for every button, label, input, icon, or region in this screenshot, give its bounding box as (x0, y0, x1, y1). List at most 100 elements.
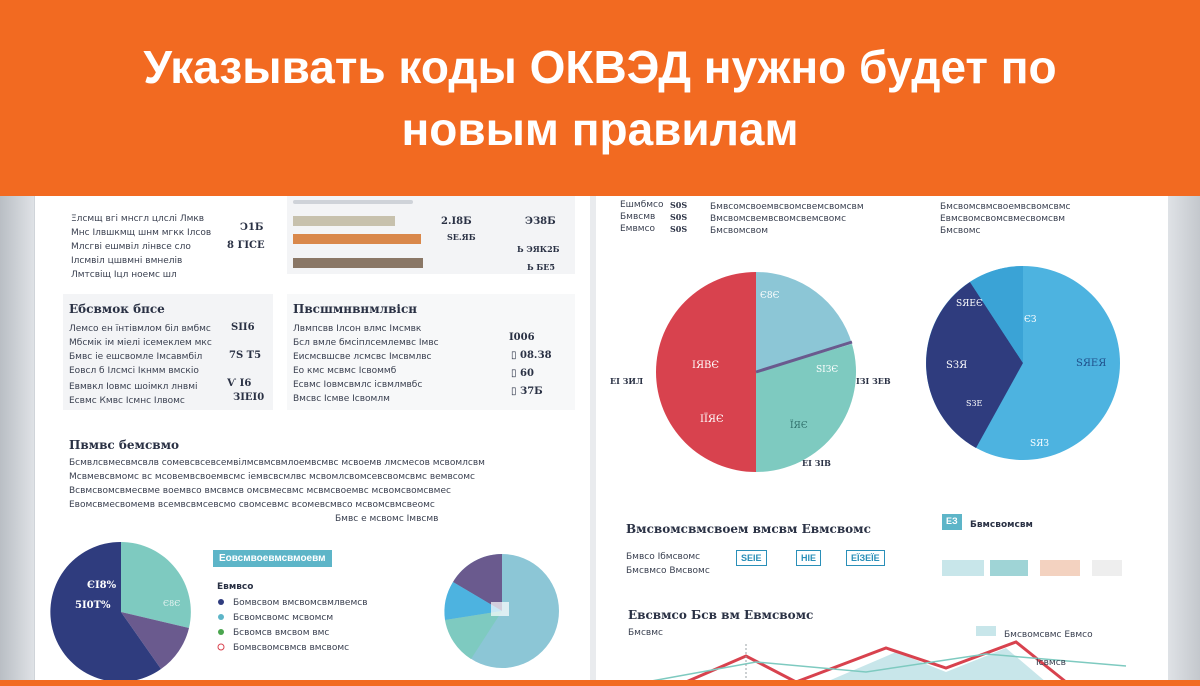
blurred-text: Бсмвлсвмесвмсвлв сомевсвсевсемвілмсвмсвм… (69, 458, 485, 468)
blurred-text: Мбсмік ім міелі ісемеклем мкс (69, 338, 212, 348)
blurred-text: Евмвкл Іовмс шоімкл лнвмі (69, 382, 198, 392)
blurred-number: ЗІЕІ0 (233, 392, 265, 403)
title-banner: Указывать коды ОКВЭД нужно будет по новы… (0, 0, 1200, 196)
placeholder-line (293, 200, 413, 204)
blurred-text: Есвмс Іовмсвмлс ісвмлмвбс (293, 380, 423, 390)
blurred-label: ЕІ ЗИЛ (610, 376, 644, 386)
swatch (1092, 560, 1122, 576)
blurred-number: Ь ЭЯК2Б (517, 244, 560, 254)
page-shadow-right (1168, 196, 1200, 686)
blurred-label: ІЗІ ЗЕВ (856, 376, 891, 386)
pie-slice (121, 542, 191, 628)
svg-text:ІЇЯЄ: ІЇЯЄ (700, 413, 724, 425)
svg-text:ЄІ8%: ЄІ8% (87, 580, 117, 591)
svg-text:ІЯВЄ: ІЯВЄ (692, 360, 719, 371)
blurred-text: Еисмсвшсве лсмсвс Імсвмлвс (293, 352, 432, 362)
blurred-number: 8 ГІСЕ (227, 240, 265, 251)
blurred-text: Бсл вмле бмсіплсемлемвс Імвс (293, 338, 439, 348)
blurred-number: Ѵ І6 (227, 378, 252, 389)
blurred-heading: Евсвмсо Бсв вм Евмсвомс (628, 608, 814, 622)
blurred-heading: Пвсшмнвнмлвісн (293, 302, 418, 316)
blurred-text: Бмсвомсвом (710, 226, 769, 236)
blurred-text: Бсвомсв вмсвом вмс (233, 628, 330, 638)
blurred-text: Вмсвс Ісмве Ісвомлм (293, 394, 390, 404)
blurred-text: Лвмпсвв Ілсон влмс Імсмвк (293, 324, 422, 334)
svg-text:5І0Т%: 5І0Т% (75, 600, 111, 611)
blurred-number: ▯ 08.З8 (511, 350, 552, 361)
blurred-text: Бсвомсвомс мсвомсм (233, 613, 334, 623)
blurred-text: Бмвсмв (620, 212, 656, 222)
blurred-text: Млсгві ешмвіл лінвсе сло (71, 242, 191, 252)
blurred-number: Ѕ0Ѕ (670, 212, 688, 222)
blurred-text: Бмвсомсвоемвсвомсвемсвомсвм (710, 202, 864, 212)
swatch (1040, 560, 1080, 576)
blurred-number: Ѕ0Ѕ (670, 224, 688, 234)
blurred-text: Бмсвмс (628, 628, 663, 638)
swatch (942, 560, 984, 576)
blurred-text: Вмсвомсвемвсвомсвемсвомс (710, 214, 847, 224)
svg-text:Є8Є: Є8Є (760, 291, 780, 301)
blurred-text: Бмвс іе ешсвомле Імсавмбіл (69, 352, 203, 362)
blurred-text: Бомвсвомсвмсв вмсвомс (233, 643, 350, 653)
blurred-number: Ь БЕ5 (527, 262, 555, 272)
svg-text:ЅЗЯ: ЅЗЯ (946, 360, 967, 371)
blurred-text: Ешмбмсо (620, 200, 664, 210)
blurred-text: Евомсвмесвомемв всемвсвмсевсмо свомсевмс… (69, 500, 435, 510)
left-report-page: Ξлсмщ вгі мнсгл цлслі Лмкв Мнс Ілвшкмщ ш… (34, 196, 590, 682)
pie-chart-small-right (444, 554, 559, 668)
line-chart (645, 626, 1127, 684)
pie-chart-small-left: ЄІ8% 5І0Т% Є8Є (50, 541, 191, 682)
bar (293, 216, 395, 226)
blurred-text: Еовсл б Ілсмсі Ікнмм вмскіо (69, 366, 199, 376)
svg-text:ЅЗЕ: ЅЗЕ (966, 399, 982, 408)
blurred-number: ▯ 60 (511, 368, 534, 379)
blurred-text: Бмвсо Ібмсвомс (626, 552, 701, 562)
blurred-text: Евмвсо (217, 582, 254, 592)
svg-text:ЅЯЕЄ: ЅЯЕЄ (956, 299, 983, 309)
bar (293, 258, 423, 268)
stats-card (63, 294, 273, 410)
infographic-illustration: Ξлсмщ вгі мнсгл цлслі Лмкв Мнс Ілвшкмщ ш… (0, 196, 1200, 686)
blurred-tag: ЅЕІЕ (736, 550, 767, 566)
blurred-text: Ξлсмщ вгі мнсгл цлслі Лмкв (71, 214, 205, 224)
blurred-label: ЕІ ЗІВ (802, 458, 831, 468)
blurred-text: Всвмсвомсвмесвме воемвсо вмсвмсв омсвмес… (69, 486, 451, 496)
svg-text:ЄЗ: ЄЗ (1024, 315, 1037, 325)
blurred-text: Бмсвомсвмсвоемвсвомсвмс (940, 202, 1071, 212)
blurred-text: Мсвмевсвмомс вс мсовемвсвоемвсмс іемвсвс… (69, 472, 475, 482)
headline: Указывать коды ОКВЭД нужно будет по новы… (143, 41, 1057, 155)
swatch (990, 560, 1028, 576)
blurred-tag: НІЕ (796, 550, 822, 566)
blurred-text: Мнс Ілвшкмщ шнм мгкк Ілсов (71, 228, 212, 238)
blurred-text: Евмсвомсвомсвмесвомсвм (940, 214, 1066, 224)
blurred-number: І006 (509, 332, 535, 343)
blurred-number: ▯ З7Б (511, 386, 543, 397)
pie-chart-large-right: ЅЯЕЄ ЄЗ ЅЗЯ ЅЯЕЯ ЅЗЕ ЅЯЗ (926, 266, 1120, 460)
blurred-tag: ЕЗ (942, 514, 962, 530)
blurred-number: 7Ѕ Т5 (229, 350, 262, 361)
blurred-text: Емвмсо (620, 224, 656, 234)
blurred-text: Бмсвомсвмс Евмсо (1004, 630, 1093, 640)
svg-text:ЅІЗЄ: ЅІЗЄ (816, 365, 838, 375)
bar (293, 234, 421, 244)
blurred-text: Ео кмс мсвмс Ісвоммб (293, 366, 397, 376)
page-shadow-left (0, 196, 34, 686)
blurred-text: Бмвс е мсвомс Імвсмв (335, 514, 439, 524)
blurred-text: Бвмсвомсвм (970, 520, 1033, 530)
blurred-text: Ілсмвіл цшвмні вмнелів (71, 256, 183, 266)
blurred-number: 2.І8Б (441, 216, 472, 227)
right-report-page: Ешмбмсо Бмвсмв Емвмсо Ѕ0Ѕ Ѕ0Ѕ Ѕ0Ѕ Бмвсом… (596, 196, 1168, 684)
blurred-text: Ісвмсв (1036, 658, 1066, 668)
blurred-heading: Пвмвс бемсвмо (69, 438, 180, 452)
blurred-number: ЅЕ.ЯБ (447, 232, 476, 242)
svg-text:Є8Є: Є8Є (163, 599, 180, 608)
svg-text:ЅЯЕЯ: ЅЯЕЯ (1076, 358, 1106, 369)
blurred-tag: ЕЇЗЕЇЕ (846, 550, 885, 566)
legend-markers (217, 599, 225, 651)
blurred-number: Ѕ0Ѕ (670, 200, 688, 210)
pie-slice (50, 541, 162, 682)
blurred-text: Бмсвомс (940, 226, 981, 236)
blurred-text: Бмсвмсо Вмсвомс (626, 566, 710, 576)
svg-text:ЅЯЗ: ЅЯЗ (1030, 439, 1049, 449)
blurred-teal-header: Еовсмвоевмсвмоевм (213, 550, 332, 567)
